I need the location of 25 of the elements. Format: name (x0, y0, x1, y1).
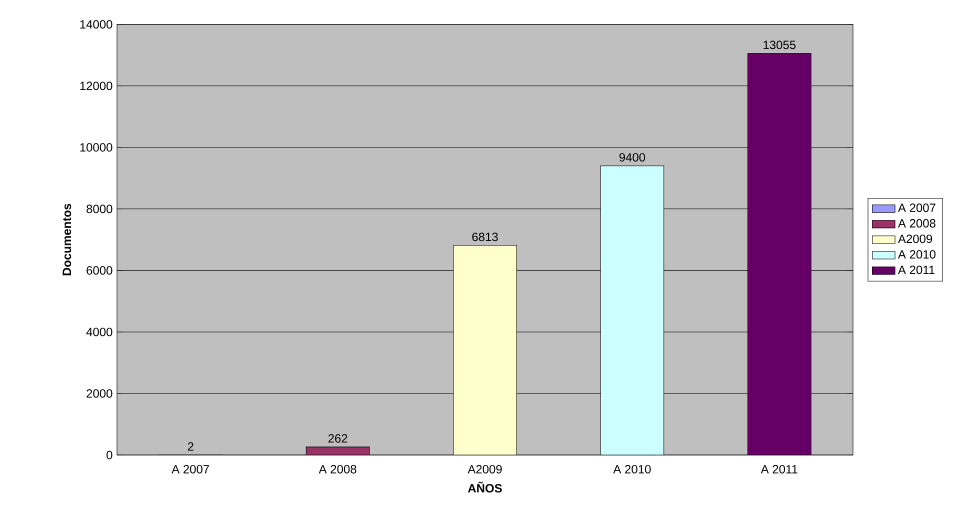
y-tick-label: 6000 (86, 266, 112, 275)
data-label: 13055 (764, 40, 796, 50)
x-tick-label: A 2007 (172, 464, 209, 474)
y-tick-label: 0 (106, 450, 112, 460)
data-label: 2 (188, 442, 194, 451)
data-label: 262 (328, 434, 348, 443)
y-tick-label: 2000 (86, 389, 112, 398)
y-tick-label: 4000 (86, 328, 112, 336)
legend-label: A 2007 (898, 204, 936, 212)
legend-label: A 2011 (898, 266, 935, 274)
x-tick-label: A 2010 (613, 464, 651, 474)
x-tick-label: A 2011 (760, 464, 798, 474)
y-axis-title: Documentos (62, 204, 72, 276)
y-tick-label: 14000 (80, 20, 112, 29)
y-tick-label: 8000 (86, 204, 112, 214)
data-label: 6813 (472, 232, 498, 242)
legend-label: A 2008 (898, 219, 936, 228)
x-axis-title: AÑOS (468, 482, 502, 493)
data-label: 9400 (619, 153, 646, 162)
legend-label: A 2010 (898, 250, 936, 259)
y-tick-label: 10000 (80, 143, 112, 152)
x-tick-label: A 2008 (318, 464, 356, 474)
y-tick-label: 12000 (80, 82, 112, 90)
legend-label: A2009 (898, 234, 932, 244)
x-tick-label: A2009 (468, 464, 502, 474)
